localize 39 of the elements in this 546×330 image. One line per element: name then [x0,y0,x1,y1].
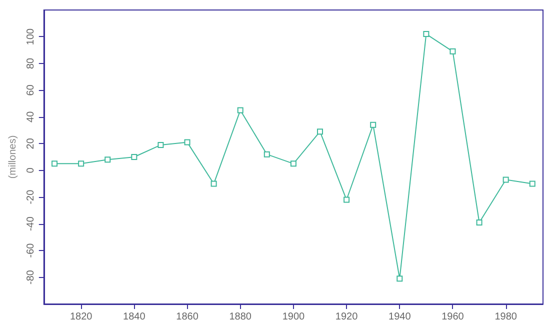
y-axis-title: (millones) [8,135,18,179]
point [264,151,270,158]
y-tick-label: -20 [25,189,36,204]
point [476,219,482,226]
point [450,48,456,54]
x-tick-label: 1960 [442,312,464,322]
y-tick-label: 40 [25,110,36,122]
y-tick-label: 100 [25,28,36,46]
x-tick-label: 1880 [229,312,252,322]
point [344,196,350,203]
point [423,31,430,38]
x-tick-label: 1980 [494,312,518,322]
point [529,180,536,187]
y-tick-label: 60 [25,84,36,96]
point [370,122,376,128]
y-tick-label: 20 [25,138,36,150]
x-tick-label: 1940 [388,312,412,322]
point [396,276,403,282]
x-tick-label: 1920 [335,312,358,322]
point [237,107,244,114]
point [104,156,111,163]
y-tick-label: -60 [25,242,36,258]
y-tick-label: -80 [25,270,36,284]
point [52,160,58,167]
x-tick-label: 1820 [70,312,93,322]
x-tick-label: 1840 [123,312,146,322]
point [290,160,296,167]
x-tick-label: 1900 [282,312,306,322]
point [78,160,84,167]
y-tick-label: 0 [25,167,36,174]
point [210,180,217,187]
x-tick-label: 1860 [176,312,199,322]
point [317,128,323,135]
point [184,139,190,146]
point [158,142,164,148]
y-tick-label: 80 [25,57,36,70]
point [502,176,509,183]
point [131,154,138,160]
y-tick-label: -40 [25,216,36,232]
